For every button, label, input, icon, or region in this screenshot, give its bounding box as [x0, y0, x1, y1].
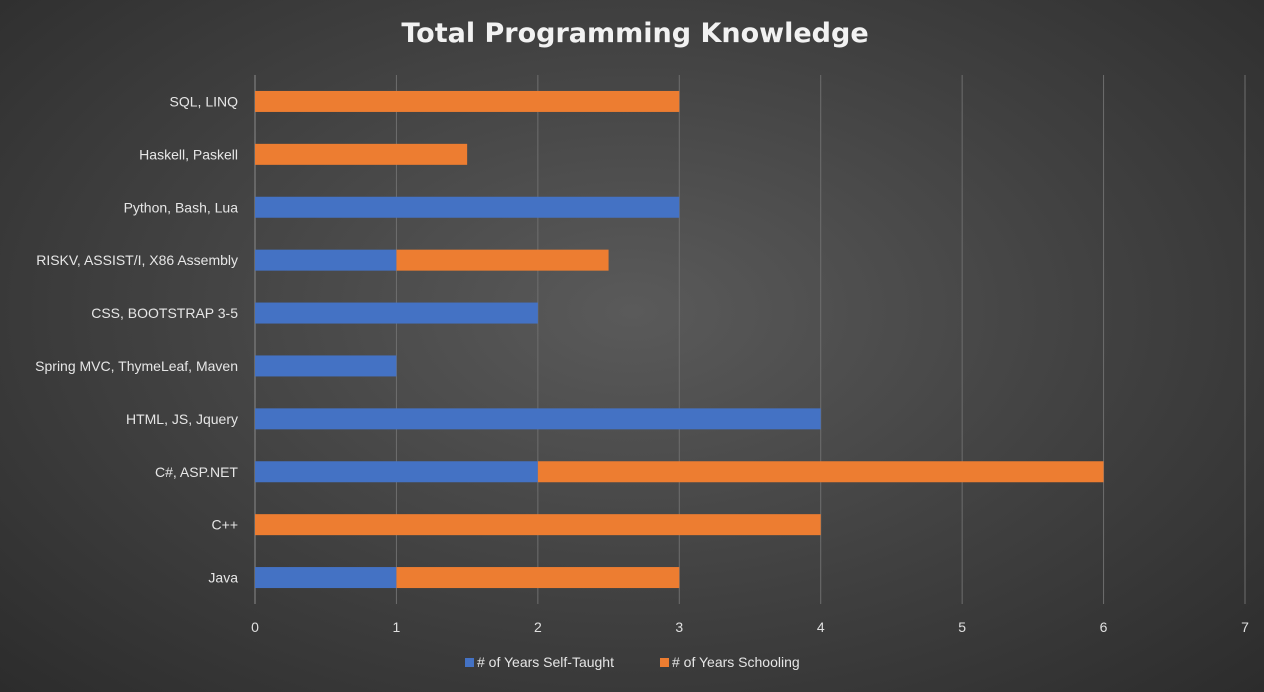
bar-segment-self-taught	[255, 196, 680, 218]
legend-label: # of Years Schooling	[672, 654, 800, 670]
category-label: Java	[208, 570, 238, 586]
chart-title: Total Programming Knowledge	[401, 18, 868, 49]
legend-swatch	[465, 658, 474, 667]
category-labels: Java C++ C#, ASP.NET HTML, JS, Jquery Spring…	[35, 93, 238, 585]
category-label: RISKV, ASSIST/I, X86 Assembly	[36, 252, 238, 268]
x-tick-label: 7	[1241, 619, 1249, 635]
category-label: Haskell, Paskell	[139, 146, 238, 162]
bar-segment-schooling	[396, 249, 609, 271]
x-tick-labels: 0 1 2 3 4 5 6 7	[251, 619, 1249, 635]
bars	[255, 90, 1104, 589]
legend-swatch	[660, 658, 669, 667]
bar-segment-schooling	[396, 567, 680, 589]
bar-segment-schooling	[255, 90, 680, 112]
category-label: SQL, LINQ	[170, 93, 239, 109]
x-tick-label: 5	[958, 619, 966, 635]
x-tick-label: 1	[393, 619, 401, 635]
x-tick-label: 4	[817, 619, 825, 635]
category-label: C#, ASP.NET	[155, 464, 238, 480]
category-label: Spring MVC, ThymeLeaf, Maven	[35, 358, 238, 374]
category-label: C++	[212, 517, 238, 533]
bar-segment-schooling	[255, 143, 468, 165]
x-tick-label: 2	[534, 619, 542, 635]
bar-segment-self-taught	[255, 302, 538, 324]
category-label: HTML, JS, Jquery	[126, 411, 238, 427]
bar-segment-self-taught	[255, 567, 397, 589]
legend-label: # of Years Self-Taught	[477, 654, 614, 670]
category-label: Python, Bash, Lua	[124, 199, 239, 215]
legend: # of Years Self-Taught # of Years Schooli…	[465, 654, 800, 670]
bar-segment-self-taught	[255, 249, 397, 271]
bar-segment-self-taught	[255, 355, 397, 377]
bar-segment-self-taught	[255, 461, 538, 483]
bar-segment-self-taught	[255, 408, 821, 430]
x-tick-label: 0	[251, 619, 259, 635]
bar-segment-schooling	[255, 514, 821, 536]
x-tick-label: 6	[1100, 619, 1108, 635]
bar-segment-schooling	[537, 461, 1104, 483]
category-label: CSS, BOOTSTRAP 3-5	[91, 305, 238, 321]
x-tick-label: 3	[675, 619, 683, 635]
